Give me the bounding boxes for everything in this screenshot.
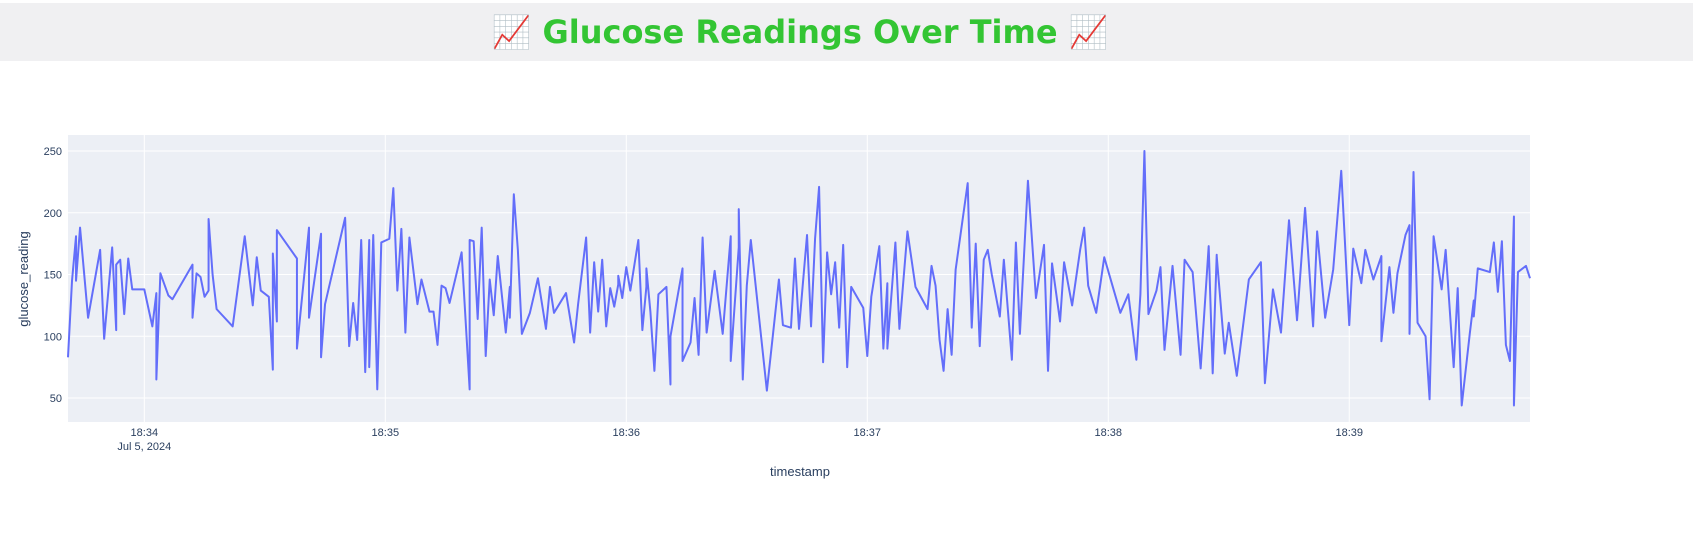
y-tick-label: 200: [44, 208, 62, 220]
y-tick-label: 100: [44, 331, 62, 343]
y-tick-label: 150: [44, 270, 62, 282]
x-tick-label: 18:35: [372, 427, 400, 439]
x-axis-title: timestamp: [770, 464, 830, 479]
y-axis-title: glucose_reading: [16, 231, 31, 326]
grid: [68, 135, 1530, 422]
x-tick-label: 18:34: [131, 427, 159, 439]
x-date-label: Jul 5, 2024: [117, 441, 171, 453]
line-series: [67, 150, 1531, 407]
marks: [67, 150, 1531, 407]
header-bar: [0, 3, 1693, 61]
x-tick-label: 18:36: [613, 427, 641, 439]
y-tick-label: 50: [50, 393, 62, 405]
page-title: 📈 Glucose Readings Over Time 📈: [491, 13, 1109, 51]
x-tick-label: 18:38: [1095, 427, 1123, 439]
plot-background: [68, 135, 1530, 422]
x-tick-label: 18:39: [1335, 427, 1363, 439]
x-tick-label: 18:37: [854, 427, 882, 439]
y-tick-label: 250: [44, 146, 62, 158]
